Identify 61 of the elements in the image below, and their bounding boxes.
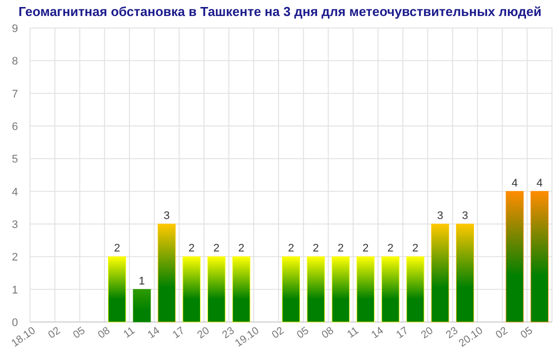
bar (506, 191, 524, 322)
bar (108, 256, 126, 322)
bar (282, 256, 300, 322)
x-tick-label: 23 (220, 324, 237, 342)
x-tick-label: 17 (394, 324, 411, 342)
x-tick-label: 08 (96, 324, 112, 342)
data-label: 1 (138, 275, 145, 288)
bar (207, 256, 226, 322)
data-label: 3 (164, 210, 170, 222)
bar (182, 256, 201, 322)
data-label: 4 (536, 177, 543, 190)
x-tick-label: 05 (294, 324, 312, 342)
y-tick-label: 6 (12, 121, 18, 133)
bar (456, 224, 474, 322)
x-tick-label: 11 (121, 324, 138, 341)
data-label: 2 (312, 242, 319, 255)
x-tick-label: 02 (270, 324, 286, 342)
data-label: 2 (238, 242, 244, 255)
bar (232, 256, 250, 322)
data-label: 2 (387, 242, 394, 255)
y-tick-label: 9 (12, 23, 18, 35)
x-tick-label: 14 (369, 324, 386, 342)
x-tick-label: 05 (518, 324, 535, 342)
bar (332, 256, 350, 322)
y-tick-label: 0 (12, 317, 18, 329)
data-label: 2 (338, 242, 344, 255)
y-tick-label: 5 (12, 154, 18, 166)
x-tick-label: 02 (494, 324, 510, 342)
x-tick-label: 17 (170, 324, 187, 342)
data-label: 2 (412, 242, 418, 255)
bar (406, 256, 424, 322)
x-tick-label: 02 (46, 324, 63, 342)
bar (158, 224, 176, 322)
y-tick-label: 8 (12, 56, 18, 68)
x-tick-label: 08 (320, 324, 336, 342)
data-label: 4 (512, 177, 518, 190)
x-tick-label: 05 (70, 324, 88, 342)
data-label: 2 (213, 242, 220, 255)
data-label: 3 (437, 210, 444, 222)
x-tick-label: 20 (195, 324, 212, 342)
bar (431, 224, 450, 322)
y-tick-label: 7 (12, 88, 18, 100)
data-label: 2 (114, 242, 120, 255)
y-tick-label: 3 (12, 219, 18, 231)
x-tick-label: 11 (345, 324, 361, 341)
bar (132, 289, 151, 322)
y-tick-label: 4 (12, 186, 18, 198)
x-tick-label: 14 (146, 324, 162, 342)
y-tick-label: 1 (12, 284, 18, 296)
bar (306, 256, 325, 322)
bar (530, 191, 549, 322)
data-label: 3 (462, 210, 468, 222)
data-label: 2 (188, 242, 195, 255)
x-tick-label: 23 (444, 324, 460, 342)
x-tick-label: 20 (418, 324, 436, 342)
data-label: 2 (288, 242, 294, 255)
y-tick-label: 2 (12, 252, 18, 264)
chart-title: Геомагнитная обстановка в Ташкенте на 3 дня для метеочувствительных людей (18, 4, 542, 19)
bar (356, 256, 375, 322)
bar (381, 256, 400, 322)
data-label: 2 (362, 242, 369, 255)
